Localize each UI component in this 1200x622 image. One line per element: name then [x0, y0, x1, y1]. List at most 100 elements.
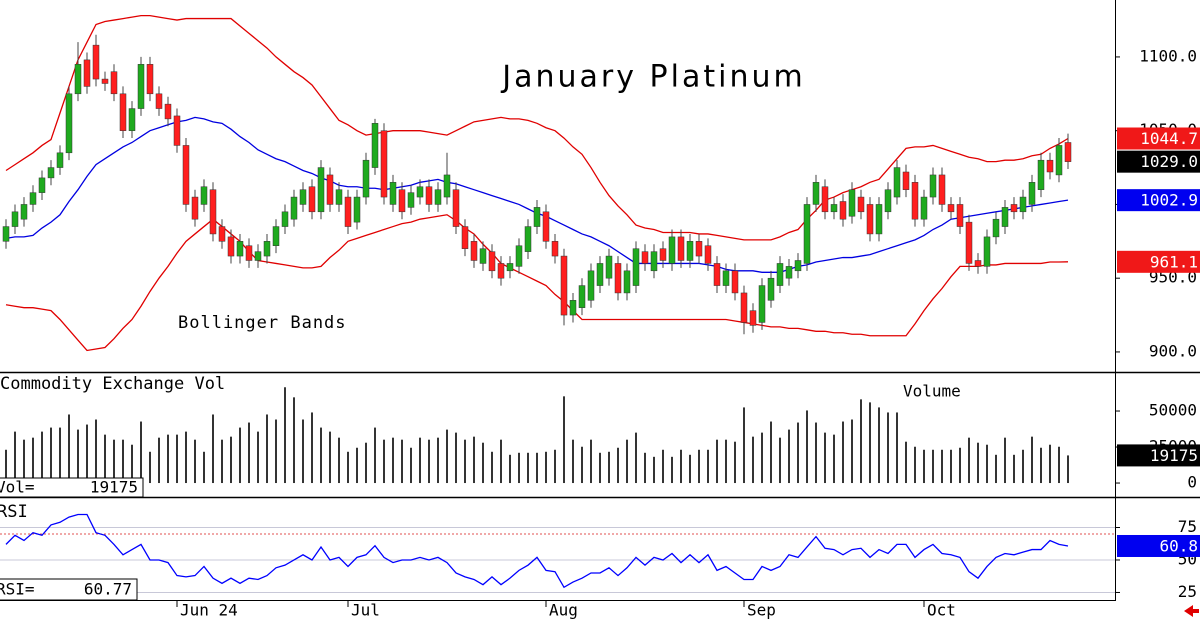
candle-body	[911, 182, 919, 220]
candle-body	[218, 226, 226, 242]
candle-body	[668, 236, 676, 264]
candle-body	[893, 167, 901, 198]
candle-body	[479, 248, 487, 264]
candle-body	[767, 277, 775, 301]
candle-body	[848, 189, 856, 217]
candle-body	[713, 263, 721, 286]
candle-body	[596, 263, 604, 286]
legend-label: RSI=	[0, 580, 35, 599]
candle-body	[632, 248, 640, 286]
candle-body	[875, 204, 883, 235]
candle-body	[398, 189, 406, 213]
candle-body	[443, 174, 451, 198]
candle-body	[677, 236, 685, 261]
candle-body	[119, 93, 127, 131]
candle-body	[506, 263, 514, 272]
candle-body	[290, 196, 298, 220]
candle-body	[434, 189, 442, 205]
band-value-box	[1117, 127, 1200, 150]
candle-body	[1019, 196, 1027, 213]
candle-body	[92, 44, 100, 80]
candle-body	[776, 263, 784, 286]
candle-body	[605, 255, 613, 279]
band-value-box-text: 1002.9	[1140, 191, 1198, 210]
candle-body	[416, 186, 424, 198]
candle-body	[209, 189, 217, 235]
candle-body	[245, 245, 253, 261]
panel-title: Commodity Exchange Vol	[0, 374, 225, 394]
x-tick-label: Sep	[747, 601, 776, 620]
candle-body	[56, 152, 64, 168]
candle-body	[1010, 204, 1018, 213]
candle-body	[2, 226, 10, 242]
candle-body	[956, 204, 964, 227]
y-tick-label: 50000	[1149, 401, 1197, 420]
candle-body	[839, 201, 847, 220]
candle-body	[254, 251, 262, 261]
candle-body	[335, 189, 343, 205]
candle-body	[227, 236, 235, 257]
candle-body	[533, 207, 541, 227]
y-tick-label: 25	[1178, 582, 1197, 601]
candle-body	[461, 226, 469, 249]
volume-value-box-text: 19175	[1150, 446, 1198, 465]
candle-body	[308, 186, 316, 213]
candle-body	[1046, 159, 1054, 173]
candle-body	[785, 266, 793, 279]
candle-body	[578, 285, 586, 308]
legend-label: Vol=	[0, 478, 35, 497]
annotation: Bollinger Bands	[178, 313, 347, 333]
candle-body	[353, 196, 361, 223]
candle-body	[182, 145, 190, 205]
candle-body	[191, 196, 199, 220]
candle-body	[272, 226, 280, 246]
band-value-box-text: 1044.7	[1140, 129, 1198, 148]
candle-body	[659, 248, 667, 261]
candle-body	[686, 241, 694, 261]
candle-body	[938, 174, 946, 205]
x-tick-label: Jul	[351, 601, 380, 620]
candle-body	[1064, 142, 1072, 162]
grid-layer: 1100.01050.01000.0950.0900.0025000500002…	[0, 46, 1197, 620]
panel-label: Volume	[903, 382, 961, 401]
candle-body	[587, 270, 595, 301]
candle-body	[200, 186, 208, 205]
candle-body	[146, 64, 154, 95]
candle-body	[758, 285, 766, 323]
candle-body	[425, 186, 433, 205]
candle-body	[362, 159, 370, 198]
candle-body	[470, 241, 478, 261]
candle-body	[524, 226, 532, 252]
legend-value: 19175	[90, 478, 138, 497]
candle-body	[812, 182, 820, 205]
candle-body	[74, 64, 82, 95]
candle-body	[965, 221, 973, 264]
candle-body	[263, 241, 271, 257]
candle-body	[983, 236, 991, 267]
candle-body	[551, 241, 559, 257]
candle-body	[821, 186, 829, 213]
band-value-box	[1117, 189, 1200, 212]
candle-body	[407, 192, 415, 208]
candle-body	[452, 189, 460, 227]
candle-body	[299, 189, 307, 205]
candle-body	[614, 263, 622, 294]
candle-body	[1055, 145, 1063, 176]
candle-body	[947, 204, 955, 213]
candle-body	[830, 204, 838, 213]
candle-body	[497, 263, 505, 279]
candle-body	[992, 218, 1000, 238]
candle-body	[380, 130, 388, 198]
y-tick-label: 75	[1178, 517, 1197, 536]
candle-body	[560, 255, 568, 316]
candle-body	[164, 103, 172, 120]
candle-body	[11, 211, 19, 227]
candle-body	[326, 174, 334, 205]
candle-body	[794, 260, 802, 272]
candle-body	[20, 204, 28, 220]
candle-body	[803, 204, 811, 264]
bollinger-lower	[5, 214, 1069, 352]
candle-body	[1037, 159, 1045, 190]
scroll-arrow[interactable]	[1184, 605, 1199, 617]
